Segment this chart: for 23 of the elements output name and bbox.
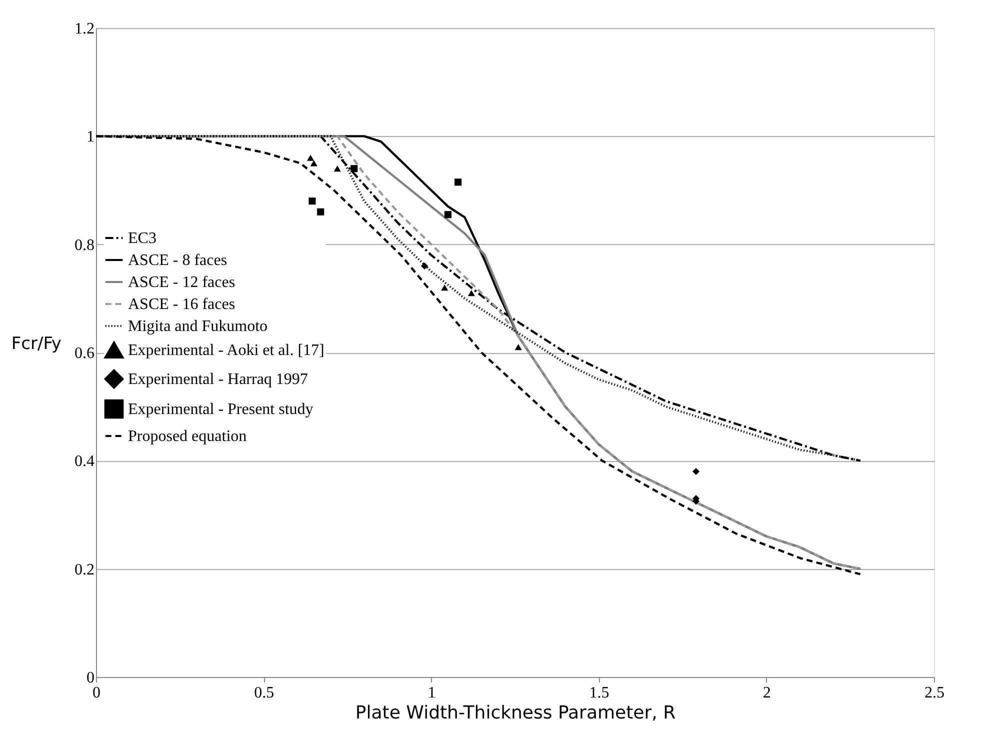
x-tick-label: 2 — [762, 684, 771, 702]
x-tick-label: 0.5 — [254, 684, 274, 702]
legend-label: ASCE - 8 faces — [128, 252, 228, 269]
legend-label: Experimental - Aoki et al. [17] — [128, 342, 324, 359]
legend-label: Experimental - Present study — [128, 401, 314, 418]
legend-label: ASCE - 12 faces — [128, 274, 236, 291]
y-tick-label: 0.4 — [74, 453, 94, 470]
y-tick-label: 0 — [86, 670, 94, 686]
y-tick-label: 0.2 — [74, 561, 94, 578]
y-tick-label: 0.6 — [74, 345, 94, 362]
y-tick-label: 1.2 — [74, 20, 94, 38]
y-tick-label: 1 — [86, 128, 94, 146]
y-axis-title: Fcr/Fy — [11, 334, 62, 354]
legend-label: Proposed equation — [128, 428, 247, 445]
y-tick-label: 0.8 — [74, 236, 94, 254]
x-tick-label: 1.5 — [589, 684, 610, 702]
x-axis-title: Plate Width-Thickness Parameter, R — [355, 702, 676, 724]
legend-label: ASCE - 16 faces — [128, 296, 236, 313]
x-tick-label: 1 — [428, 684, 436, 702]
legend-label: Experimental - Harraq 1997 — [128, 371, 308, 388]
legend-label: EC3 — [128, 230, 156, 247]
legend-label: Migita and Fukumoto — [128, 318, 268, 335]
x-tick-label: 2.5 — [924, 684, 944, 702]
